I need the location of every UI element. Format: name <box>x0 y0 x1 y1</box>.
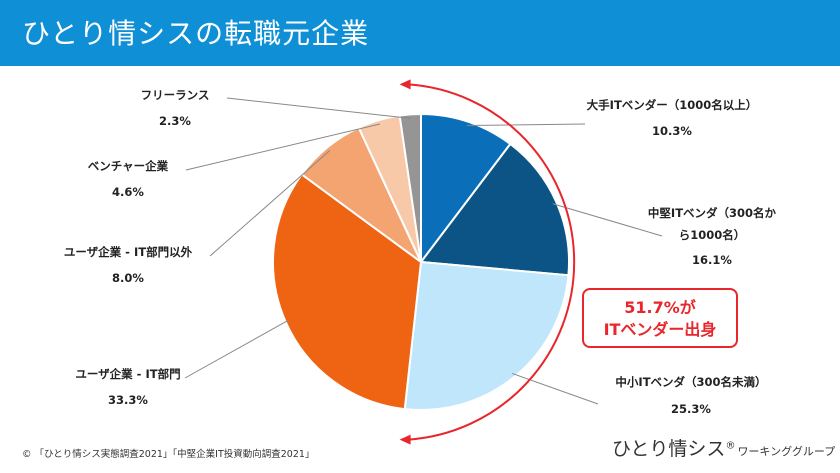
slice-value-6: 2.3% <box>159 114 191 128</box>
slice-label-4-line-0: ユーザ企業 - IT部門以外 <box>64 245 193 259</box>
slice-label-5-line-0: ベンチャー企業 <box>88 159 169 173</box>
arrow-head-top <box>399 79 411 90</box>
leader-line-3 <box>184 319 290 379</box>
leader-line-5 <box>185 123 381 171</box>
leader-line-0 <box>466 123 586 126</box>
leader-line-2 <box>511 372 599 405</box>
annotation-line-2: ITベンダー出身 <box>603 320 717 339</box>
slice-label-3-line-0: ユーザ企業 - IT部門 <box>75 367 180 381</box>
brand-name: ひとり情シス <box>612 438 726 460</box>
annotation-callout: 51.7%が ITベンダー出身 <box>582 288 738 348</box>
slice-label-6-line-0: フリーランス <box>141 88 210 102</box>
slice-value-1: 16.1% <box>692 253 732 267</box>
brand-registered-mark: ® <box>725 440 736 452</box>
header-bar: ひとり情シスの転職元企業 <box>0 0 840 66</box>
pie-slice-1 <box>419 142 570 277</box>
slice-value-2: 25.3% <box>671 402 711 416</box>
arrow-head-bottom <box>399 434 411 445</box>
pie-slice-0 <box>420 112 512 265</box>
bracket-arc <box>408 83 576 441</box>
slice-label-0-line-0: 大手ITベンダー（1000名以上） <box>587 98 758 112</box>
slice-label-1-line-1: ら1000名） <box>679 228 746 242</box>
pie-slice-2 <box>403 260 570 411</box>
slice-value-0: 10.3% <box>652 124 692 138</box>
leader-line-1 <box>552 203 663 237</box>
brand-subtitle: ワーキンググループ <box>737 445 836 458</box>
slice-label-1-line-0: 中堅ITベンダ（300名か <box>648 206 777 220</box>
slice-value-4: 8.0% <box>112 271 144 285</box>
brand-logo: ひとり情シス® ワーキンググループ <box>612 434 835 461</box>
slice-value-5: 4.6% <box>112 185 144 199</box>
slice-label-2-line-0: 中小ITベンダ（300名未満） <box>615 375 766 389</box>
pie-slice-6 <box>398 112 422 263</box>
slice-value-3: 33.3% <box>108 393 148 407</box>
leader-line-4 <box>209 150 331 257</box>
annotation-line-1: 51.7%が <box>624 298 696 317</box>
copyright-text: © 「ひとり情シス実態調査2021」「中堅企業IT投資動向調査2021」 <box>22 449 315 460</box>
page-title: ひとり情シスの転職元企業 <box>22 17 370 50</box>
leader-line-6 <box>226 97 411 119</box>
